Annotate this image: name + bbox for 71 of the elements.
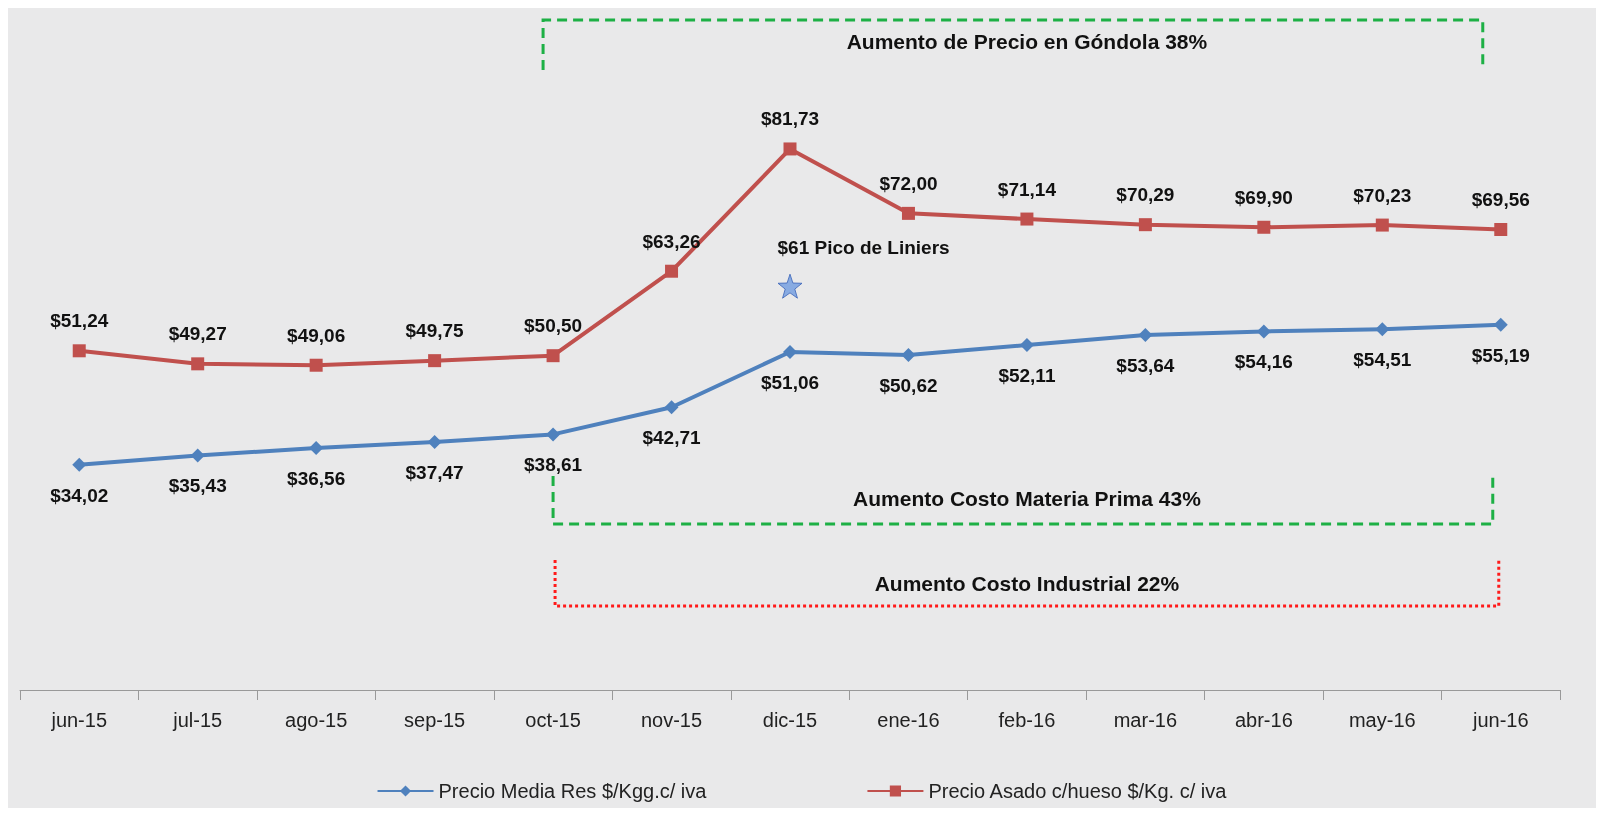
point [1256,324,1271,339]
legend-label: Precio Asado c/hueso $/Kg. c/ iva [928,780,1228,802]
point [1375,322,1390,337]
point [1375,218,1389,232]
data-label: $37,47 [405,461,464,483]
x-tick-label: oct-15 [525,709,581,731]
point [428,354,442,368]
data-label: $70,29 [1116,184,1175,206]
data-label: $51,24 [50,310,109,332]
point [1494,223,1508,237]
data-label: $35,43 [168,475,227,497]
data-label: $81,73 [760,108,820,130]
point [783,142,797,156]
data-label: $63,26 [642,230,701,252]
data-label: $50,50 [524,315,583,337]
data-label: $69,56 [1471,189,1530,211]
annotation: $61 Pico de Liniers [777,236,950,258]
x-tick-label: jun-15 [50,709,108,731]
x-tick-label: abr-16 [1234,709,1293,731]
point [1493,317,1508,332]
x-tick-label: feb-16 [998,709,1056,731]
x-tick-label: jun-16 [1471,709,1529,731]
data-label: $36,56 [287,467,346,489]
point [1257,220,1271,234]
point [309,440,324,455]
point [665,264,679,278]
point [901,206,915,220]
data-label: $49,75 [405,320,465,342]
x-tick-label: sep-15 [404,709,466,731]
data-label: $54,16 [1234,351,1293,373]
data-label: $34,02 [50,484,109,506]
data-label: $55,19 [1471,344,1530,366]
point [664,400,679,415]
x-tick-label: nov-15 [640,709,703,731]
data-label: $38,61 [524,454,583,476]
data-label: $69,90 [1234,186,1293,208]
point [546,349,560,363]
text: Aumento Costo Materia Prima 43% [853,486,1202,510]
point [72,344,86,358]
data-label: $50,62 [879,374,938,396]
point [1138,327,1153,342]
data-label: $49,06 [287,324,346,346]
x-tick-label: ago-15 [285,709,348,731]
data-label: $52,11 [998,365,1056,387]
text: Aumento de Precio en Góndola 38% [846,29,1208,53]
text: Aumento Costo Industrial 22% [874,571,1180,595]
data-label: $71,14 [997,178,1057,200]
point [1019,338,1034,353]
x-tick-label: ene-16 [877,709,940,731]
data-label: $53,64 [1116,354,1175,376]
data-label: $72,00 [879,172,938,194]
data-label: $54,51 [1353,349,1412,371]
x-tick-label: may-16 [1348,709,1416,731]
legend-label: Precio Media Res $/Kgg.c/ iva [438,780,708,802]
point [190,448,205,463]
point [546,427,561,442]
data-label: $51,06 [760,371,820,393]
data-label: $49,27 [168,323,227,345]
point [72,457,87,472]
data-label: $42,71 [642,427,702,449]
x-tick-label: dic-15 [762,709,818,731]
point [309,358,323,372]
point [783,344,797,359]
x-tick-label: mar-16 [1113,709,1178,731]
point [1020,212,1034,226]
point [191,357,205,371]
point [427,434,442,449]
data-label: $70,23 [1353,184,1412,206]
x-tick-label: jul-15 [172,709,223,731]
point [901,347,916,362]
point [1138,218,1152,232]
